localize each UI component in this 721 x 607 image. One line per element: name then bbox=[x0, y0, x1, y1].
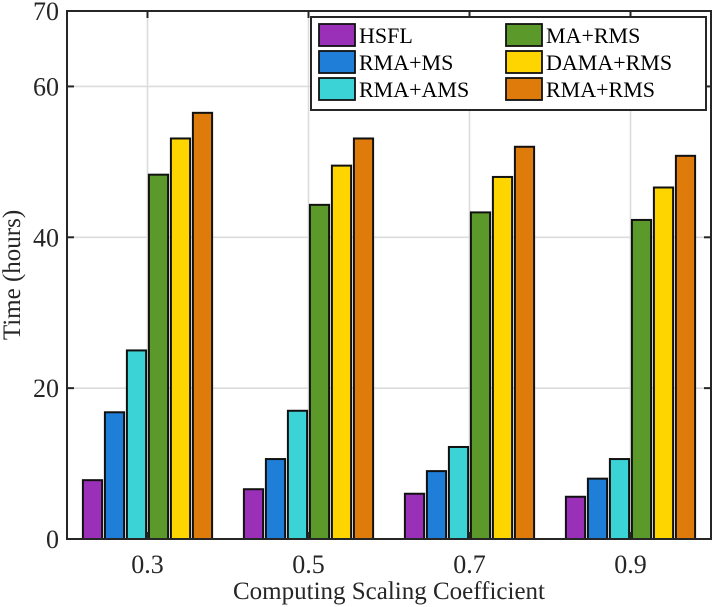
bar-hsfl-0.3 bbox=[81, 479, 104, 540]
bar-dama-rms-0.9 bbox=[652, 186, 675, 540]
legend-label-rma-ms: RMA+MS bbox=[359, 50, 453, 75]
legend-label-rma-ams: RMA+AMS bbox=[359, 77, 469, 102]
x-tick-label: 0.7 bbox=[453, 550, 486, 579]
bar-rma-rms-0.7 bbox=[513, 145, 536, 540]
legend-swatch-hsfl[interactable] bbox=[318, 23, 356, 47]
bar-hsfl-0.5 bbox=[242, 488, 265, 540]
legend-label-ma-rms: MA+RMS bbox=[546, 23, 640, 48]
legend-label-dama-rms: DAMA+RMS bbox=[546, 50, 672, 75]
bar-ma-rms-0.7 bbox=[469, 211, 492, 540]
legend-swatch-dama-rms[interactable] bbox=[505, 50, 543, 74]
y-tick-label: 0 bbox=[46, 525, 59, 554]
bar-hsfl-0.9 bbox=[564, 495, 587, 541]
bar-rma-ams-0.3 bbox=[125, 349, 148, 540]
bar-ma-rms-0.9 bbox=[630, 218, 653, 541]
legend-label-rma-rms: RMA+RMS bbox=[546, 77, 655, 102]
bar-rma-rms-0.9 bbox=[674, 154, 697, 541]
bar-rma-ms-0.7 bbox=[425, 470, 448, 540]
x-tick-label: 0.3 bbox=[131, 550, 164, 579]
bar-ma-rms-0.5 bbox=[308, 203, 331, 540]
bars-layer bbox=[81, 111, 697, 541]
bar-rma-ms-0.9 bbox=[586, 477, 609, 540]
plot-frame bbox=[66, 10, 712, 540]
legend-swatch-ma-rms[interactable] bbox=[505, 23, 543, 47]
bar-rma-ams-0.9 bbox=[608, 458, 631, 540]
bar-dama-rms-0.5 bbox=[330, 164, 353, 540]
bar-hsfl-0.7 bbox=[403, 492, 426, 540]
y-tick-label: 20 bbox=[33, 374, 59, 403]
x-tick-label: 0.9 bbox=[614, 550, 647, 579]
y-axis-title: Time (hours) bbox=[0, 210, 26, 340]
ticks-layer: 0 20 40 60 70 0.3 0.5 0.7 0.9 bbox=[33, 0, 711, 579]
bar-rma-ms-0.3 bbox=[103, 411, 126, 540]
legend-label-hsfl: HSFL bbox=[359, 23, 413, 48]
x-tick-label: 0.5 bbox=[292, 550, 325, 579]
bar-rma-ams-0.7 bbox=[447, 445, 470, 540]
bar-rma-ams-0.5 bbox=[286, 409, 309, 540]
bar-rma-ms-0.5 bbox=[264, 458, 287, 540]
bar-rma-rms-0.3 bbox=[191, 111, 214, 540]
x-axis-title: Computing Scaling Coefficient bbox=[233, 578, 545, 605]
legend-swatch-rma-ams[interactable] bbox=[318, 77, 356, 101]
legend-swatch-rma-ms[interactable] bbox=[318, 50, 356, 74]
bar-dama-rms-0.7 bbox=[491, 175, 514, 540]
legend-swatch-rma-rms[interactable] bbox=[505, 77, 543, 101]
y-tick-label: 40 bbox=[33, 223, 59, 252]
y-tick-label: 60 bbox=[33, 72, 59, 101]
bar-ma-rms-0.3 bbox=[147, 173, 170, 540]
y-tick-label: 70 bbox=[33, 0, 59, 26]
bar-dama-rms-0.3 bbox=[169, 137, 192, 541]
bar-rma-rms-0.5 bbox=[352, 137, 375, 541]
